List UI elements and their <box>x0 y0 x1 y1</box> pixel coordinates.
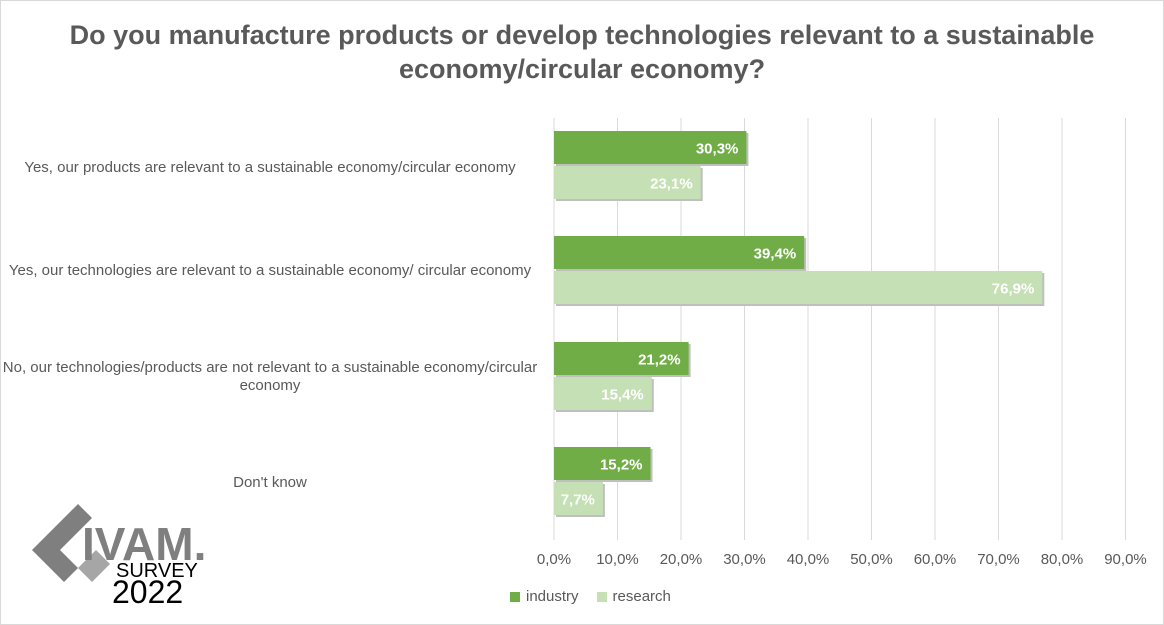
tick-label-60: 60,0% <box>914 551 957 568</box>
data-label-industry-3: 15,2% <box>600 457 643 474</box>
chart-title: Do you manufacture products or develop t… <box>69 20 1095 84</box>
legend-swatch-research <box>596 591 607 602</box>
tick-label-20: 20,0% <box>660 551 703 568</box>
tick-label-80: 80,0% <box>1041 551 1084 568</box>
bar-industry-3 <box>554 447 651 480</box>
logo-year: 2022 <box>112 574 183 608</box>
data-label-research-0: 23,1% <box>650 176 693 193</box>
data-label-industry-2: 21,2% <box>638 352 681 369</box>
legend-item-industry: industry <box>510 588 579 605</box>
data-labels: 30,3% 23,1% 39,4% 76,9% 21,2% 15,4% 15,2% 7,7% <box>561 141 1035 509</box>
logo-chevron-icon <box>32 504 110 582</box>
data-label-research-1: 76,9% <box>992 281 1035 298</box>
category-label: Yes, our technologies are relevant to a … <box>8 262 532 279</box>
data-label-industry-1: 39,4% <box>754 246 797 263</box>
data-label-industry-0: 30,3% <box>696 141 739 158</box>
ivam-survey-logo: IVAM. SURVEY 2022 <box>32 504 206 608</box>
tick-label-90: 90,0% <box>1104 551 1147 568</box>
bar-industry-0 <box>554 131 747 164</box>
data-label-research-2: 15,4% <box>601 387 644 404</box>
bars <box>554 131 1045 517</box>
legend-swatch-industry <box>510 591 520 602</box>
legend-item-research: research <box>596 588 671 605</box>
legend: industry research <box>510 588 689 605</box>
category-label: Yes, our products are relevant to a sust… <box>24 159 516 176</box>
data-label-research-3: 7,7% <box>561 492 595 509</box>
bar-research-0 <box>554 166 701 199</box>
tick-label-70: 70,0% <box>977 551 1020 568</box>
legend-label-research: research <box>612 588 671 605</box>
bar-industry-1 <box>554 236 805 269</box>
category-label: Don't know <box>233 474 307 491</box>
bar-industry-2 <box>554 342 689 375</box>
bar-research-3 <box>554 482 603 515</box>
tick-label-40: 40,0% <box>787 551 830 568</box>
bar-research-1 <box>554 271 1043 304</box>
legend-label-industry: industry <box>526 588 579 605</box>
logo-survey: SURVEY <box>116 560 198 582</box>
logo-brand: IVAM. <box>82 518 206 570</box>
gridlines <box>553 118 1126 540</box>
tick-label-30: 30,0% <box>723 551 766 568</box>
tick-label-50: 50,0% <box>850 551 893 568</box>
bar-research-2 <box>554 377 652 410</box>
tick-label-10: 10,0% <box>596 551 639 568</box>
tick-label-0: 0,0% <box>537 551 571 568</box>
tick-labels: 0,0% 10,0% 20,0% 30,0% 40,0% 50,0% 60,0% 70,0% 8… <box>537 551 1147 568</box>
category-label: No, our technologies/products are not re… <box>2 359 538 394</box>
